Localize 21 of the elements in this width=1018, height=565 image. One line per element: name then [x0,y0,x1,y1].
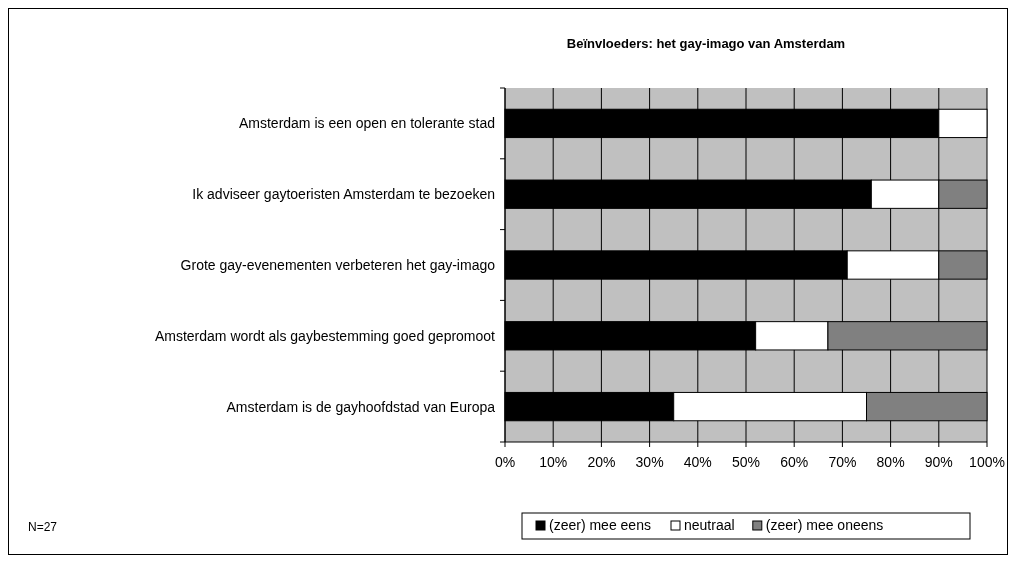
y-tick-label: Amsterdam wordt als gaybestemming goed gepromoot [154,327,496,344]
x-tick-label: 20% [587,454,616,470]
x-tick-label: 60% [780,454,809,470]
legend-label: (zeer) mee eens [549,517,651,533]
legend-label: neutraal [684,517,735,533]
x-tick-label: 30% [635,454,664,470]
x-tick-label: 10% [539,454,568,470]
y-tick-label: Ik adviseer gaytoeristen Amsterdam te bezoeken [192,186,495,203]
x-tick-label: 70% [828,454,857,470]
x-tick-label: 0% [494,454,516,470]
x-tick-label: 100% [969,454,1005,470]
chart-title: Beïnvloeders: het gay-imago van Amsterdam [566,36,846,51]
x-tick-label: 80% [876,454,905,470]
legend-label: (zeer) mee oneens [765,517,884,533]
x-tick-label: 90% [924,454,953,470]
y-tick-label: Amsterdam is de gayhoofdstad van Europa [226,398,496,415]
y-tick-label: Amsterdam is een open en tolerante stad [238,115,495,132]
text: N=27 [28,520,58,534]
x-tick-label: 50% [731,454,761,470]
y-tick-label: Grote gay-evenementen verbeteren het gay-imago [180,256,496,273]
x-tick-label: 40% [683,454,712,470]
